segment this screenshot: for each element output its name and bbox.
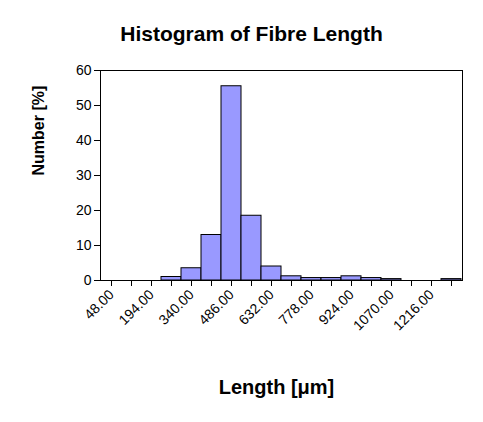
svg-text:Number [%]: Number [%]: [30, 86, 47, 176]
svg-text:10: 10: [76, 237, 92, 253]
svg-text:1070.00: 1070.00: [350, 286, 397, 333]
html-text:Histogram of Fibre Length: Histogram of Fibre Length: [120, 22, 383, 45]
svg-text:20: 20: [76, 202, 92, 218]
svg-text:632.00: 632.00: [235, 286, 277, 328]
svg-text:778.00: 778.00: [275, 286, 317, 328]
svg-text:194.00: 194.00: [115, 286, 157, 328]
svg-text:340.00: 340.00: [155, 286, 197, 328]
svg-text:1216.00: 1216.00: [390, 286, 437, 333]
html-text:Length [μm]: Length [μm]: [218, 376, 335, 398]
svg-text:30: 30: [76, 167, 92, 183]
svg-text:40: 40: [76, 132, 92, 148]
svg-text:50: 50: [76, 97, 92, 113]
svg-text:60: 60: [76, 62, 92, 78]
svg-text:486.00: 486.00: [195, 286, 237, 328]
svg-text:924.00: 924.00: [315, 286, 357, 328]
svg-text:0: 0: [84, 272, 92, 288]
svg-text:48.00: 48.00: [81, 286, 117, 322]
